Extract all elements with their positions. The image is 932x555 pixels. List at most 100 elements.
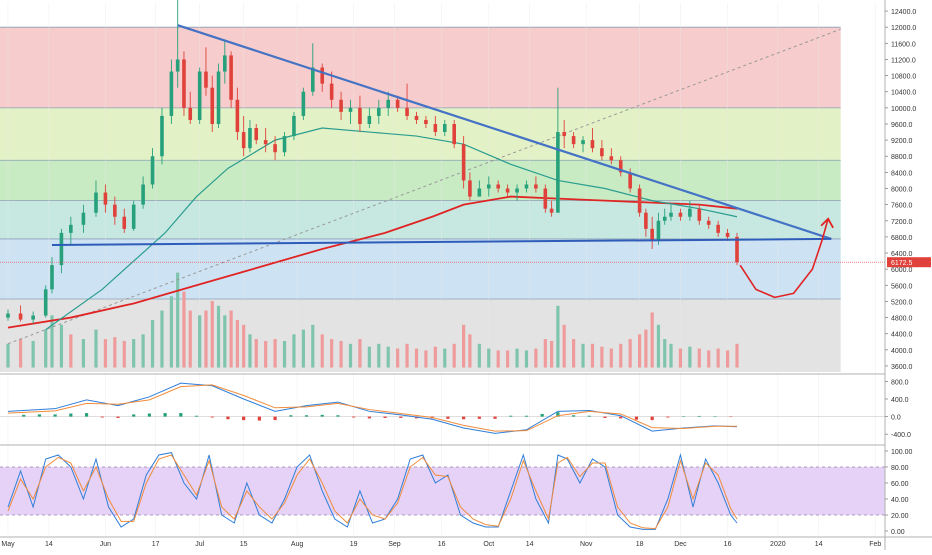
macd-histogram-bar-11 bbox=[195, 416, 198, 417]
macd-histogram-bar-37 bbox=[603, 417, 606, 418]
candle-body-51 bbox=[462, 144, 466, 180]
candle-body-32 bbox=[283, 136, 287, 152]
macd-histogram-bar-28 bbox=[462, 417, 465, 420]
candle-body-58 bbox=[525, 184, 529, 188]
volume-bar-15 bbox=[160, 311, 163, 368]
volume-bar-46 bbox=[415, 349, 418, 368]
macd-histogram-bar-6 bbox=[116, 417, 119, 418]
volume-bar-25 bbox=[229, 311, 232, 368]
volume-bar-83 bbox=[735, 344, 738, 368]
candle-body-23 bbox=[217, 72, 221, 124]
candle-body-62 bbox=[556, 132, 560, 213]
price-axis-tick-label-0: 3600.0 bbox=[891, 364, 913, 371]
macd-histogram-bar-15 bbox=[258, 417, 261, 421]
time-axis-label-15: 16 bbox=[724, 541, 732, 548]
candle-body-72 bbox=[644, 213, 648, 229]
volume-bar-40 bbox=[358, 339, 361, 368]
volume-bar-16 bbox=[170, 296, 173, 367]
volume-bar-60 bbox=[544, 339, 547, 368]
macd-histogram-bar-30 bbox=[493, 417, 496, 419]
time-axis-label-13: 18 bbox=[636, 541, 644, 548]
time-axis-label-17: 14 bbox=[815, 541, 823, 548]
candle-body-52 bbox=[468, 180, 472, 196]
price-axis-tick-label-12: 8400.0 bbox=[891, 170, 913, 177]
candle-body-63 bbox=[562, 132, 566, 136]
candle-body-81 bbox=[716, 225, 720, 233]
macd-histogram-bar-36 bbox=[588, 416, 591, 417]
candle-body-39 bbox=[349, 108, 353, 112]
macd-histogram-bar-16 bbox=[273, 417, 276, 421]
volume-bar-79 bbox=[698, 349, 701, 368]
macd-histogram-bar-1 bbox=[38, 414, 41, 416]
volume-bar-48 bbox=[434, 347, 437, 368]
volume-bar-41 bbox=[368, 347, 371, 368]
macd-histogram-bar-38 bbox=[619, 417, 622, 419]
candle-body-14 bbox=[151, 156, 155, 184]
macd-histogram-bar-14 bbox=[242, 417, 245, 421]
volume-bar-59 bbox=[534, 349, 537, 368]
volume-bar-72 bbox=[644, 330, 647, 368]
time-axis-label-5: 15 bbox=[240, 541, 248, 548]
candle-body-80 bbox=[707, 221, 711, 225]
candle-body-65 bbox=[581, 140, 585, 144]
volume-bar-23 bbox=[217, 306, 220, 368]
price-axis-tick-label-9: 7200.0 bbox=[891, 219, 913, 226]
volume-bar-38 bbox=[339, 341, 342, 368]
price-axis-tick-label-15: 9600.0 bbox=[891, 122, 913, 129]
volume-bar-2 bbox=[32, 341, 35, 368]
macd-histogram-bar-31 bbox=[509, 416, 512, 417]
volume-bar-44 bbox=[396, 349, 399, 368]
price-axis-tick-label-4: 5200.0 bbox=[891, 299, 913, 306]
price-axis-tick-label-20: 11600.0 bbox=[891, 41, 916, 48]
macd-histogram-bar-33 bbox=[541, 414, 544, 417]
macd-histogram-bar-3 bbox=[69, 414, 72, 417]
price-axis-tick-label-13: 8800.0 bbox=[891, 154, 913, 161]
candle-body-45 bbox=[405, 108, 409, 116]
price-axis-tick-label-5: 5600.0 bbox=[891, 283, 913, 290]
candle-body-68 bbox=[610, 156, 614, 160]
macd-histogram-bar-35 bbox=[572, 415, 575, 416]
time-axis-label-1: 14 bbox=[45, 541, 53, 548]
fib-zone-1 bbox=[0, 108, 841, 160]
candle-body-19 bbox=[188, 108, 192, 120]
volume-bar-20 bbox=[198, 315, 201, 367]
time-axis-label-2: Jun bbox=[100, 541, 111, 548]
candle-body-83 bbox=[735, 237, 739, 262]
fib-zone-2 bbox=[0, 160, 841, 200]
volume-bar-63 bbox=[563, 325, 566, 368]
candle-body-41 bbox=[368, 116, 372, 124]
volume-bar-64 bbox=[572, 339, 575, 368]
volume-bar-17 bbox=[176, 273, 179, 368]
volume-bar-12 bbox=[132, 339, 135, 368]
candle-body-54 bbox=[487, 184, 491, 188]
time-axis-label-18: Feb bbox=[869, 541, 881, 548]
candle-body-26 bbox=[236, 100, 240, 132]
volume-bar-36 bbox=[321, 334, 324, 367]
candle-body-47 bbox=[424, 120, 428, 124]
macd-histogram-bar-27 bbox=[446, 417, 449, 419]
volume-bar-57 bbox=[515, 349, 518, 368]
stoch-axis-tick-label-4: 80.00 bbox=[891, 465, 909, 472]
macd-histogram-bar-21 bbox=[352, 417, 355, 418]
volume-bar-4 bbox=[50, 315, 53, 367]
candle-body-66 bbox=[591, 140, 595, 148]
candle-body-10 bbox=[113, 205, 117, 217]
candle-body-34 bbox=[302, 92, 306, 116]
candle-body-29 bbox=[254, 128, 258, 140]
candle-body-0 bbox=[6, 314, 10, 318]
volume-bar-22 bbox=[211, 301, 214, 368]
macd-histogram-bar-18 bbox=[305, 415, 308, 416]
volume-bar-18 bbox=[182, 292, 185, 368]
macd-histogram-bar-39 bbox=[635, 417, 638, 420]
candle-body-7 bbox=[82, 213, 86, 225]
fib-zone-5 bbox=[0, 299, 841, 372]
volume-bar-69 bbox=[619, 344, 622, 368]
candle-body-8 bbox=[94, 193, 98, 213]
candle-body-56 bbox=[506, 189, 510, 193]
candle-body-18 bbox=[182, 59, 186, 107]
macd-histogram-bar-29 bbox=[478, 417, 481, 419]
macd-histogram-bar-10 bbox=[179, 413, 182, 417]
price-axis-tick-label-14: 9200.0 bbox=[891, 138, 913, 145]
stoch-axis-tick-label-5: 100.00 bbox=[891, 449, 913, 456]
